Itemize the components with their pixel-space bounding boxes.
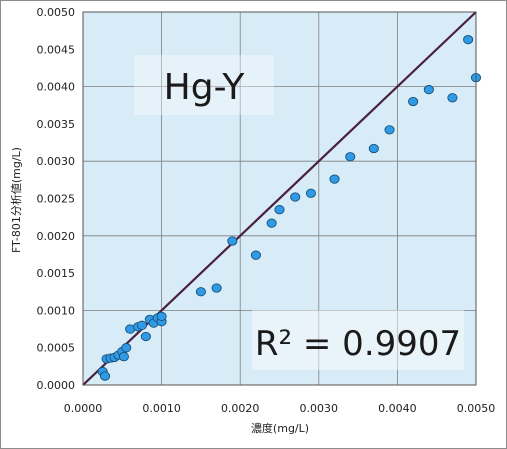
data-point [266,218,277,228]
data-point [156,311,167,322]
data-point [329,174,340,184]
data-point [447,93,458,103]
x-tick-label: 0.0040 [378,402,417,415]
y-tick-label: 0.0020 [37,230,76,243]
data-point [140,331,151,342]
y-tick-label: 0.0050 [37,6,76,19]
plot-border [82,11,477,386]
data-point [274,205,285,215]
x-tick-label: 0.0010 [142,402,181,415]
y-tick-label: 0.0030 [37,155,76,168]
data-point [118,352,129,362]
y-axis-ticks: 0.0000 0.0005 0.0010 0.0015 0.0020 0.0025 0.00… [37,6,76,392]
data-point [250,250,261,260]
x-tick-label: 0.0000 [64,402,103,415]
data-point [227,236,238,246]
data-point [195,287,206,297]
title-box [134,55,274,115]
data-point [136,320,147,330]
data-point [305,188,316,198]
data-point [408,96,419,107]
y-tick-label: 0.0040 [37,81,76,94]
data-point [121,343,132,353]
x-tick-label: 0.0030 [300,402,339,415]
data-point [99,371,111,381]
x-tick-label: 0.0020 [221,402,260,415]
data-point [211,283,222,293]
data-point [345,152,356,162]
x-axis-label: 濃度(mg/L) [251,421,309,435]
data-point [384,125,395,135]
y-tick-label: 0.0035 [37,118,76,131]
data-point [368,143,379,154]
y-axis-label: FT-801分析値(mg/L) [9,147,23,253]
grid-lines [83,12,476,385]
y-tick-label: 0.0045 [37,43,76,56]
data-point [290,192,301,202]
y-tick-label: 0.0005 [37,342,76,355]
r-squared-annotation: R² = 0.9907 [255,324,461,364]
data-points [97,34,482,381]
x-axis-ticks: 0.0000 0.0010 0.0020 0.0030 0.0040 0.0050 [64,402,496,415]
data-point [423,84,434,95]
y-tick-label: 0.0025 [37,193,76,206]
y-tick-label: 0.0000 [37,379,76,392]
chart-title: Hg-Y [164,67,246,108]
y-tick-label: 0.0010 [37,304,76,317]
x-tick-label: 0.0050 [457,402,496,415]
data-point [463,34,474,45]
y-tick-label: 0.0015 [37,267,76,280]
annotation-box [252,310,464,370]
